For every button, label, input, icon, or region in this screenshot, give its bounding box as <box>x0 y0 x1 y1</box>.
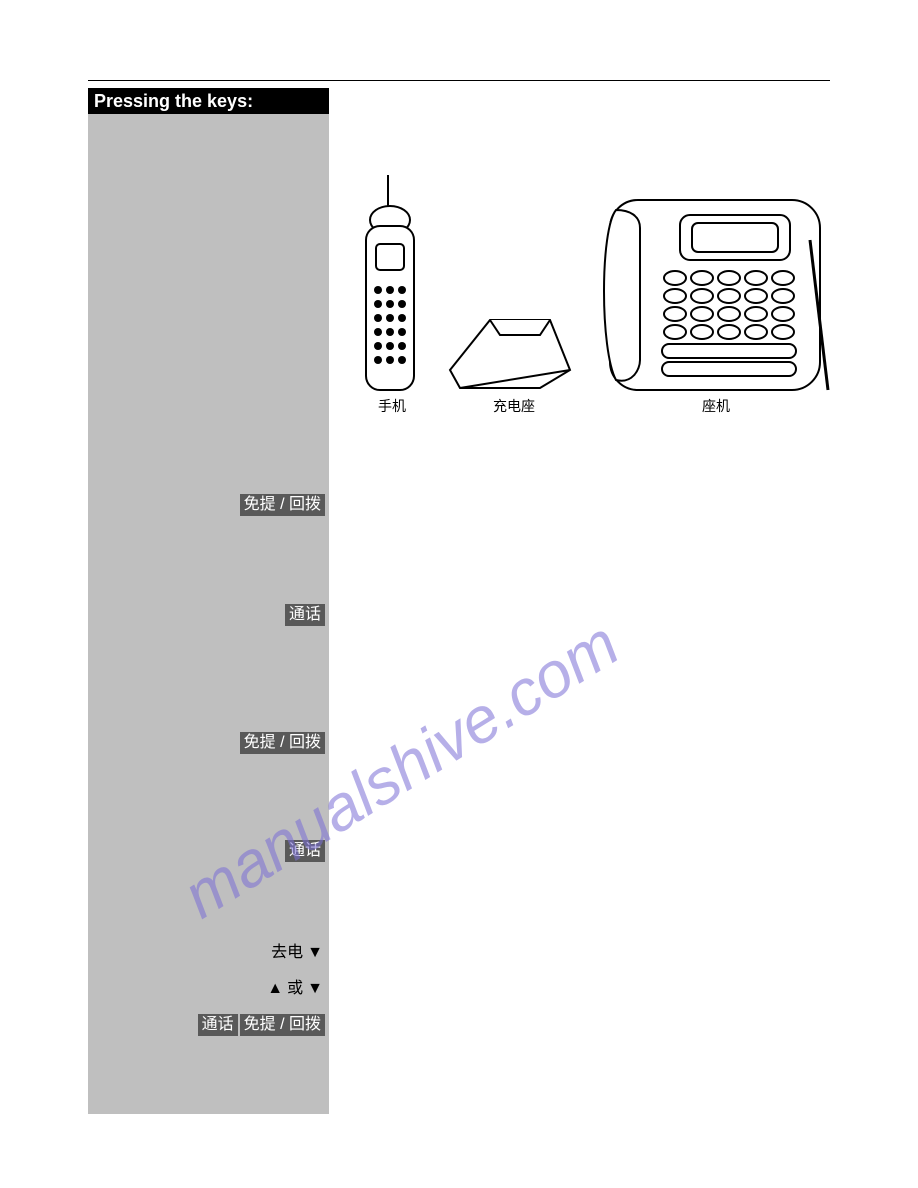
triangle-up-icon: ▲ <box>265 978 285 1000</box>
top-rule <box>88 80 830 81</box>
key-row-6-mid: 或 <box>285 978 305 1000</box>
diagram-label-handset: 手机 <box>368 396 416 416</box>
key-label-1: 免提 / 回拨 <box>240 494 325 516</box>
key-label-2: 通话 <box>285 604 325 626</box>
diagram-label-charger: 充电座 <box>474 396 554 416</box>
key-label-4: 通话 <box>285 840 325 862</box>
key-label-2-text: 通话 <box>289 606 321 623</box>
key-label-3-text: 免提 / 回拨 <box>244 734 321 751</box>
diagram-label-base: 座机 <box>686 396 746 416</box>
triangle-down-icon: ▼ <box>305 978 325 1000</box>
section-header-text: Pressing the keys: <box>94 91 253 111</box>
key-chip-7a: 通话 <box>198 1014 238 1036</box>
product-diagram: 手机 充电座 座机 <box>340 170 830 430</box>
key-row-6: ▲ 或 ▼ <box>265 978 325 1000</box>
key-row-5: 去电 ▼ <box>269 942 325 964</box>
page: Pressing the keys: 免提 / 回拨 通话 免提 / 回拨 通话… <box>0 0 918 1188</box>
key-label-3: 免提 / 回拨 <box>240 732 325 754</box>
key-label-4-text: 通话 <box>289 842 321 859</box>
sidebar: 免提 / 回拨 通话 免提 / 回拨 通话 去电 ▼ ▲ 或 ▼ 通话 免提 /… <box>88 114 329 1114</box>
key-row-5-prefix: 去电 <box>269 942 305 964</box>
key-row-7: 通话 免提 / 回拨 <box>196 1014 325 1036</box>
triangle-down-icon: ▼ <box>305 942 325 964</box>
diagram-svg <box>340 170 830 430</box>
key-label-1-text: 免提 / 回拨 <box>244 496 321 513</box>
section-header: Pressing the keys: <box>88 88 329 114</box>
key-chip-7b: 免提 / 回拨 <box>240 1014 325 1036</box>
